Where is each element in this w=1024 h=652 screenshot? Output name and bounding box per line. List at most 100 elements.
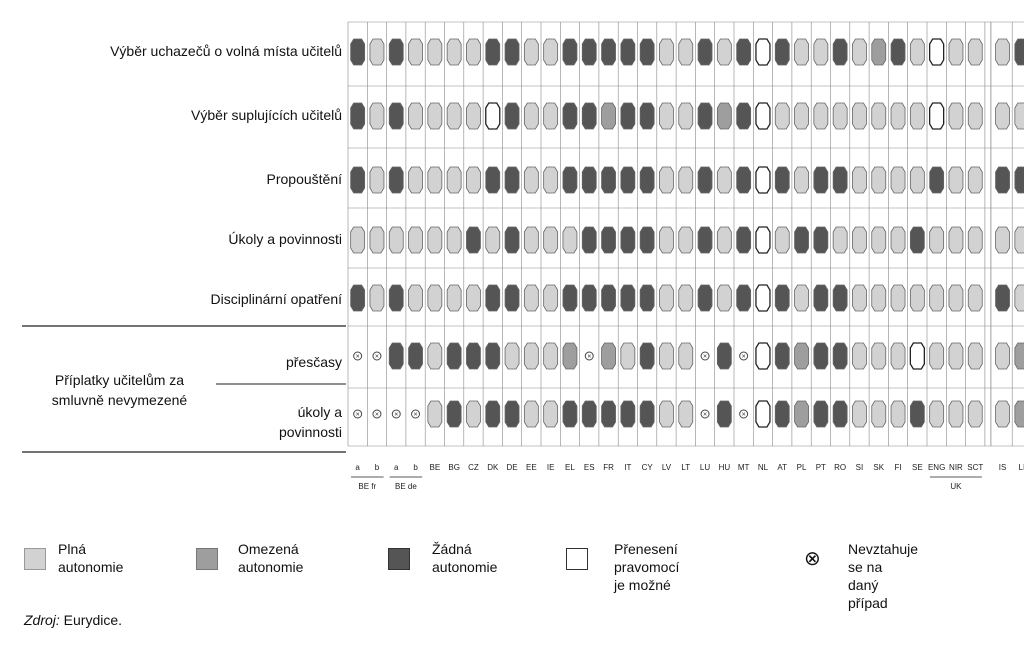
cell-full xyxy=(427,226,443,254)
cell-limited xyxy=(794,400,809,428)
cell-none xyxy=(388,284,404,312)
cell-full xyxy=(446,166,462,194)
cell-full xyxy=(504,342,520,370)
cell-full xyxy=(523,342,539,370)
cell-none xyxy=(639,400,655,428)
cell-none xyxy=(813,166,829,194)
cell-full xyxy=(408,38,423,66)
cell-full xyxy=(794,102,809,130)
cell-none xyxy=(736,102,752,130)
na-marker-x: × xyxy=(394,412,398,419)
cell-none xyxy=(995,166,1010,194)
cell-none xyxy=(995,284,1010,312)
group-label: BE de xyxy=(395,482,417,491)
cell-none xyxy=(832,166,848,194)
na-marker-x: × xyxy=(703,354,707,361)
cell-none xyxy=(639,226,655,254)
cell-full xyxy=(967,342,983,370)
cell-full xyxy=(659,284,674,312)
cell-full xyxy=(909,284,925,312)
cell-none xyxy=(832,342,848,370)
cell-full xyxy=(543,166,559,194)
cell-full xyxy=(774,102,790,130)
cell-full xyxy=(408,284,423,312)
na-marker xyxy=(353,409,363,419)
country-label: a xyxy=(355,463,360,472)
group-label-line2: smluvně nevymezené xyxy=(51,392,188,408)
cell-full xyxy=(543,226,559,254)
autonomy-chart: × × × × × × × × × × × a b a b BE BG CZ DK DE EE IE EL ES FR IT CY L… xyxy=(22,21,1024,491)
cell-none xyxy=(813,400,829,428)
cell-none xyxy=(716,400,732,428)
cell-full xyxy=(909,38,925,66)
cell-none xyxy=(832,284,848,312)
cell-delegation xyxy=(909,342,925,370)
cell-full xyxy=(852,38,867,66)
cell-none xyxy=(774,400,790,428)
row-label-overtime: přesčasy xyxy=(285,354,342,370)
cell-full xyxy=(543,102,559,130)
cell-none xyxy=(736,284,752,312)
cell-full xyxy=(659,342,674,370)
cell-none xyxy=(350,102,366,130)
cell-full xyxy=(523,226,539,254)
cell-full xyxy=(543,284,559,312)
cell-full xyxy=(871,102,887,130)
legend-text-limited: Omezená autonomie xyxy=(238,541,304,575)
cell-delegation xyxy=(755,400,771,428)
cell-none xyxy=(581,226,597,254)
cell-full xyxy=(852,284,867,312)
cell-full xyxy=(929,284,945,312)
cell-full xyxy=(995,102,1010,130)
na-marker xyxy=(411,409,421,419)
cell-none xyxy=(466,342,481,370)
cell-full xyxy=(678,400,694,428)
cell-none xyxy=(388,166,404,194)
country-label: CZ xyxy=(468,463,479,472)
cell-none xyxy=(466,226,481,254)
cell-none xyxy=(620,226,636,254)
cell-full xyxy=(890,102,906,130)
cell-full xyxy=(948,226,964,254)
cell-none xyxy=(813,342,829,370)
cell-full xyxy=(446,38,462,66)
country-label: NIR xyxy=(949,463,963,472)
country-label: SCT xyxy=(967,463,983,472)
country-label: EL xyxy=(565,463,575,472)
cell-full xyxy=(446,102,462,130)
cell-none xyxy=(716,342,732,370)
cell-full xyxy=(967,166,983,194)
cell-full xyxy=(543,38,559,66)
cell-none xyxy=(408,342,423,370)
cell-none xyxy=(562,284,578,312)
country-label: SI xyxy=(856,463,864,472)
na-marker xyxy=(584,351,594,361)
cell-full xyxy=(427,102,443,130)
legend-na-icon: ⊗ xyxy=(804,548,821,570)
cell-full xyxy=(678,226,694,254)
cell-full xyxy=(427,166,443,194)
cell-full xyxy=(871,226,887,254)
cell-full xyxy=(523,166,539,194)
cell-none xyxy=(485,166,501,194)
row-label-vacancies: Výběr uchazečů o volná místa učitelů xyxy=(110,43,342,59)
cell-full xyxy=(890,166,906,194)
cell-full xyxy=(466,284,481,312)
cell-full xyxy=(523,102,539,130)
country-label: LT xyxy=(681,463,690,472)
na-marker-x: × xyxy=(742,354,746,361)
cell-full xyxy=(948,102,964,130)
country-label: PL xyxy=(797,463,807,472)
cell-none xyxy=(794,226,809,254)
cell-none xyxy=(504,102,520,130)
cell-none xyxy=(581,400,597,428)
country-label: AT xyxy=(777,463,787,472)
cell-full xyxy=(948,38,964,66)
cell-none xyxy=(504,38,520,66)
cell-full xyxy=(929,400,945,428)
cell-full xyxy=(995,226,1010,254)
cell-none xyxy=(601,400,616,428)
country-label: EE xyxy=(526,463,537,472)
cell-full xyxy=(388,226,404,254)
legend-swatch-delegation xyxy=(566,548,588,570)
